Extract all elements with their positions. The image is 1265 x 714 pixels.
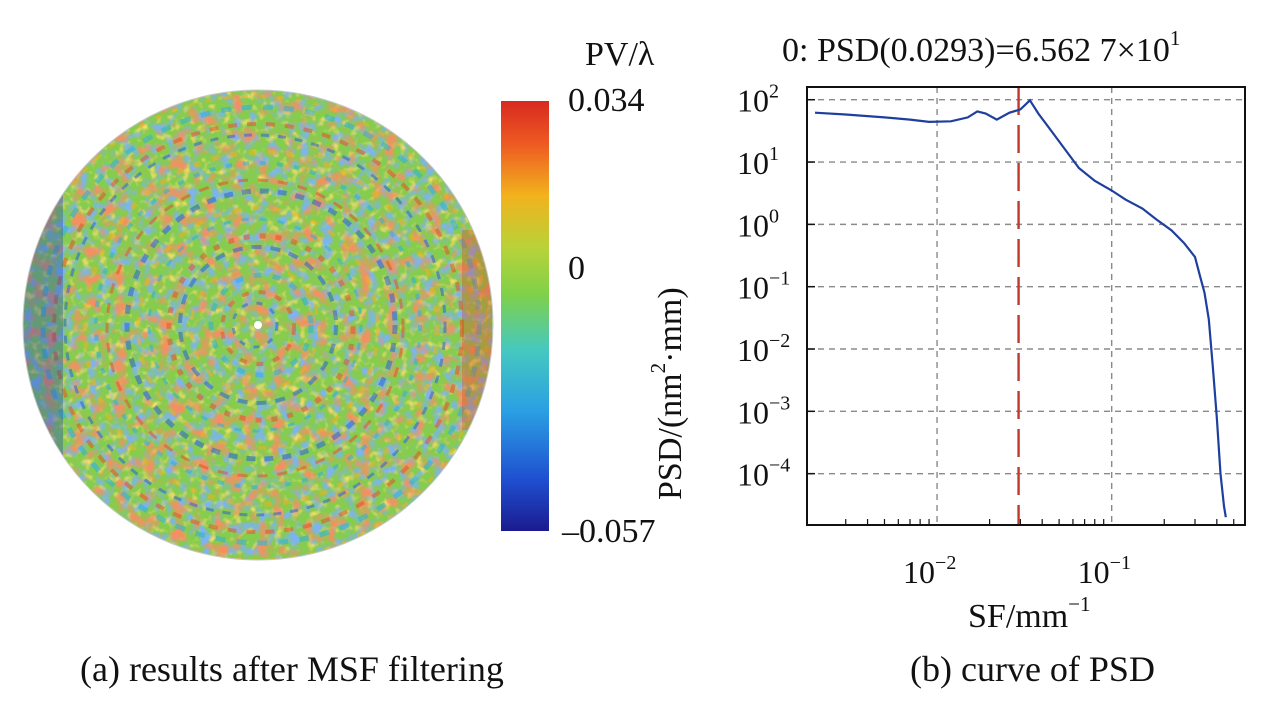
psd-series-line [814,98,1227,518]
msf-map-panel: PV/λ 0.034 0 –0.057 (a) results after MS… [22,36,656,689]
colorbar-mid-label: 0 [568,250,585,287]
y-tick-label: 10−1 [737,268,790,306]
grid [807,87,1245,525]
x-tick-label: 10−1 [1078,552,1131,590]
psd-annotation: 0: PSD(0.0293)=6.562 7×101 [782,26,1181,69]
msf-surface-map [22,89,549,561]
colorbar [501,101,549,531]
surface-disk [23,90,493,560]
y-tick-label: 101 [737,143,779,181]
y-tick-label: 102 [737,81,779,119]
plot-frame [806,86,1246,526]
panel-a-caption: (a) results after MSF filtering [80,649,504,689]
x-axis-label: SF/mm−1 [968,592,1091,635]
x-tick-label: 10−2 [903,552,956,590]
colorbar-max-label: 0.034 [568,82,645,119]
colorbar-min-label: –0.057 [562,513,656,550]
colorbar-title: PV/λ [585,36,655,73]
y-tick-label: 10−4 [737,455,790,493]
y-axis-label: PSD/(nm2·mm) [646,287,689,500]
psd-chart: 102 101 100 10−1 10−2 10−3 10−4 10−2 10−1 [737,81,1246,590]
psd-panel: 102 101 100 10−1 10−2 10−3 10−4 10−2 10−1 0: PS… [640,0,1265,709]
y-tick-label: 10−3 [737,392,790,430]
center-marker [254,321,262,329]
y-tick-label: 100 [737,205,779,243]
y-tick-label: 10−2 [737,330,790,368]
panel-b-caption: (b) curve of PSD [910,649,1155,689]
